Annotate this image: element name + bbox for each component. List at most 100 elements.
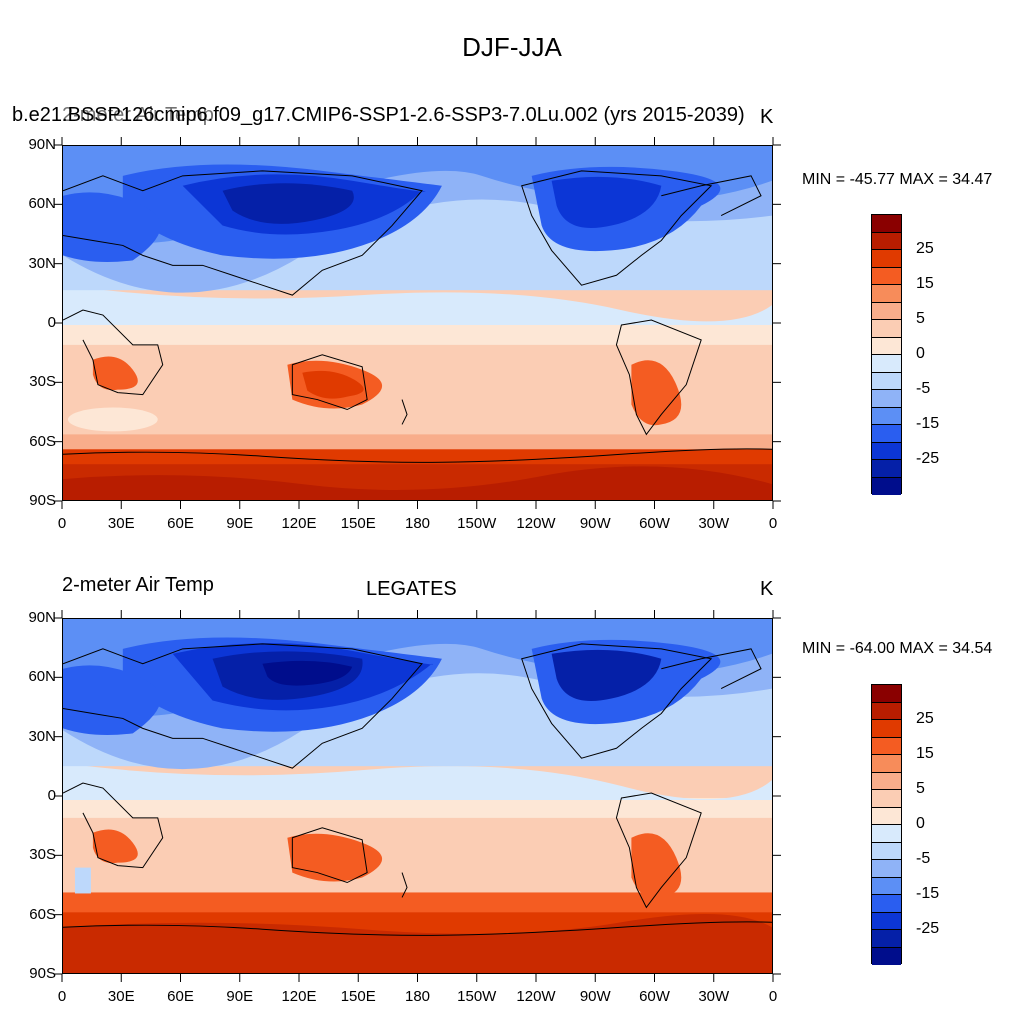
colorbar1-label: 5 bbox=[916, 310, 925, 327]
colorbar-swatch bbox=[872, 232, 901, 250]
panel1-lon-label: 60E bbox=[167, 515, 194, 532]
panel2-lat-label: 90N bbox=[28, 609, 56, 626]
colorbar-swatch bbox=[872, 912, 901, 930]
panel1-lon-label: 30W bbox=[698, 515, 730, 532]
colorbar-swatch bbox=[872, 215, 901, 233]
panel1-lon-label: 90W bbox=[579, 515, 611, 532]
panel2-colorbar bbox=[871, 684, 902, 965]
panel1-lon-label: 180 bbox=[404, 515, 431, 532]
colorbar-swatch bbox=[872, 807, 901, 825]
panel2-map bbox=[62, 618, 773, 974]
panel1-units: K bbox=[760, 106, 774, 128]
panel2-lat-label: 30N bbox=[28, 727, 56, 745]
panel2-units: K bbox=[760, 578, 774, 600]
colorbar-swatch bbox=[872, 460, 901, 478]
panel1-lon-label: 0 bbox=[768, 515, 778, 532]
colorbar2-label: 15 bbox=[916, 745, 934, 762]
colorbar1-label: -25 bbox=[916, 450, 940, 467]
colorbar-swatch bbox=[872, 825, 901, 843]
colorbar-swatch bbox=[872, 407, 901, 425]
panel2-lon-label: 0 bbox=[768, 988, 778, 1005]
panel2-lat-label: 0 bbox=[47, 787, 56, 804]
panel1-lat-label: 90S bbox=[29, 492, 56, 509]
panel2-lat-label: 60N bbox=[28, 668, 56, 686]
panel1-lat-label: 60S bbox=[29, 432, 56, 450]
panel1-lon-label: 0 bbox=[57, 515, 67, 532]
panel1-left-label: 2-meter Air Temp bbox=[62, 104, 214, 126]
panel2-lon-label: 150E bbox=[340, 988, 376, 1005]
panel1-lon-label: 150W bbox=[457, 515, 497, 532]
colorbar2-label: 5 bbox=[916, 780, 925, 797]
colorbar2-label: -15 bbox=[916, 885, 940, 902]
panel2-lat-label: 90S bbox=[29, 965, 56, 982]
colorbar-swatch bbox=[872, 685, 901, 703]
colorbar-swatch bbox=[872, 737, 901, 755]
colorbar-swatch bbox=[872, 720, 901, 738]
colorbar-swatch bbox=[872, 267, 901, 285]
panel1-lat-label: 30N bbox=[28, 254, 56, 272]
colorbar1-label: 0 bbox=[916, 345, 925, 362]
panel1-temperature-field bbox=[63, 146, 772, 500]
panel1-lon-label: 60W bbox=[639, 515, 670, 532]
panel1-lon-label: 30E bbox=[107, 515, 135, 532]
panel2-lon-label: 30W bbox=[698, 988, 730, 1005]
colorbar2-label: 0 bbox=[916, 815, 925, 832]
colorbar2-label: 25 bbox=[916, 710, 934, 727]
colorbar-swatch bbox=[872, 947, 901, 965]
colorbar-swatch bbox=[872, 842, 901, 860]
colorbar-swatch bbox=[872, 790, 901, 808]
colorbar-swatch bbox=[872, 895, 901, 913]
colorbar2-label: -25 bbox=[916, 920, 940, 937]
colorbar-swatch bbox=[872, 250, 901, 268]
panel1-lon-label: 120E bbox=[281, 515, 317, 532]
panel2-lon-label: 60W bbox=[639, 988, 670, 1005]
colorbar-swatch bbox=[872, 302, 901, 320]
panel1-lon-label: 120W bbox=[516, 515, 556, 532]
colorbar-swatch bbox=[872, 355, 901, 373]
panel1-lat-label: 30S bbox=[29, 373, 56, 391]
panel1-lon-label: 90E bbox=[226, 515, 254, 532]
colorbar1-label: 25 bbox=[916, 240, 934, 257]
panel1-stats: MIN = -45.77 MAX = 34.47 bbox=[802, 171, 993, 188]
panel2-lat-label: 60S bbox=[29, 905, 56, 923]
colorbar1-label: -5 bbox=[916, 380, 931, 397]
panel2-lon-label: 180 bbox=[404, 988, 431, 1005]
panel2-lon-label: 120E bbox=[281, 988, 317, 1005]
colorbar-swatch bbox=[872, 772, 901, 790]
figure-title: DJF-JJA bbox=[462, 32, 562, 62]
colorbar2-label: -5 bbox=[916, 850, 931, 867]
panel1-colorbar bbox=[871, 214, 902, 495]
colorbar-swatch bbox=[872, 442, 901, 460]
panel2-lon-label: 90W bbox=[579, 988, 611, 1005]
panel2-lon-label: 0 bbox=[57, 988, 67, 1005]
colorbar1-label: 15 bbox=[916, 275, 934, 292]
panel2-temperature-field bbox=[63, 619, 772, 973]
panel2-center-label: LEGATES bbox=[366, 578, 457, 600]
colorbar-swatch bbox=[872, 337, 901, 355]
colorbar-swatch bbox=[872, 930, 901, 948]
panel2-left-label: 2-meter Air Temp bbox=[62, 574, 214, 596]
panel1-case-name: b.e21.BSSP126cmip6.f09_g17.CMIP6-SSP1-2.… bbox=[12, 104, 745, 126]
colorbar-swatch bbox=[872, 860, 901, 878]
panel1-lat-label: 0 bbox=[47, 314, 56, 331]
colorbar-swatch bbox=[872, 390, 901, 408]
colorbar-swatch bbox=[872, 425, 901, 443]
panel1-lat-label: 60N bbox=[28, 195, 56, 213]
panel2-lon-label: 90E bbox=[226, 988, 254, 1005]
panel2-stats: MIN = -64.00 MAX = 34.54 bbox=[802, 640, 993, 657]
panel1-lat-label: 90N bbox=[28, 136, 56, 153]
panel2-lat-label: 30S bbox=[29, 846, 56, 864]
colorbar-swatch bbox=[872, 320, 901, 338]
colorbar1-label: -15 bbox=[916, 415, 940, 432]
panel2-lon-label: 60E bbox=[167, 988, 194, 1005]
colorbar-swatch bbox=[872, 877, 901, 895]
colorbar-swatch bbox=[872, 702, 901, 720]
colorbar-swatch bbox=[872, 285, 901, 303]
panel2-lon-label: 150W bbox=[457, 988, 497, 1005]
colorbar-swatch bbox=[872, 477, 901, 495]
panel2-lon-label: 30E bbox=[107, 988, 135, 1005]
panel1-map bbox=[62, 145, 773, 501]
colorbar-swatch bbox=[872, 372, 901, 390]
panel1-lon-label: 150E bbox=[340, 515, 376, 532]
panel2-lon-label: 120W bbox=[516, 988, 556, 1005]
